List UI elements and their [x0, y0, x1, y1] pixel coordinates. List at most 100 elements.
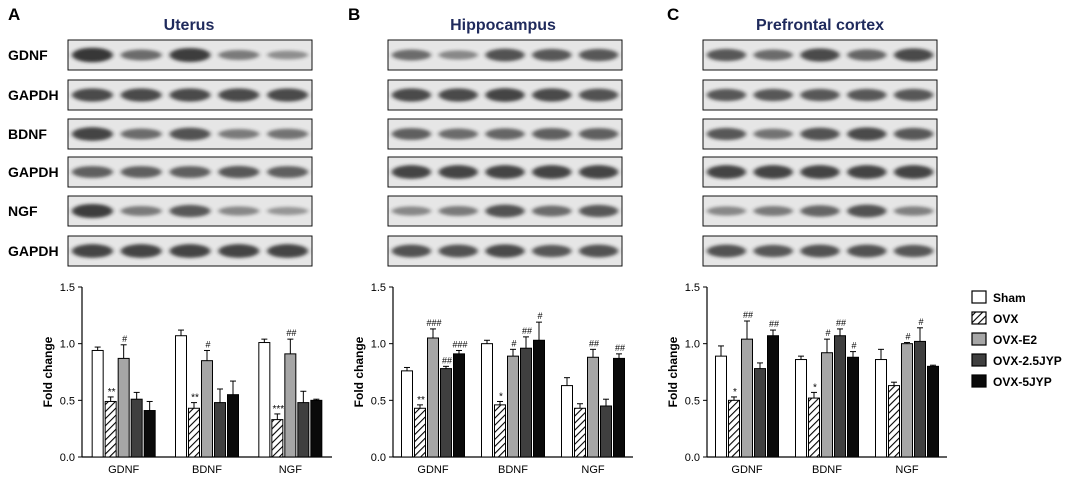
blot-band: [800, 48, 840, 62]
bar: [901, 343, 913, 458]
panel-a: A Uterus GDNF GAPDH BDNF GAPDH NGF GAPDH 0.0 0.5 1…: [8, 5, 332, 476]
bar: [821, 352, 833, 458]
blot-strip: [67, 39, 313, 71]
blot-band: [847, 165, 887, 179]
blot-strip: [67, 195, 313, 227]
blot-band: [391, 244, 432, 258]
blot-strip: [67, 118, 313, 150]
bar: [754, 368, 766, 458]
bar: [227, 394, 239, 458]
blot-band: [391, 49, 432, 61]
blot-band: [120, 49, 162, 61]
blot-strip: [702, 235, 938, 267]
bar: [117, 357, 130, 458]
bar: [795, 359, 807, 458]
bar: [834, 335, 846, 458]
bar: [914, 340, 926, 458]
y-tick-label: 1.0: [685, 339, 700, 351]
blot-band: [169, 244, 211, 258]
blot-strip: [702, 195, 938, 227]
significance-mark: ##: [442, 355, 452, 365]
blot-band: [800, 88, 840, 102]
blot-band: [753, 88, 793, 102]
panel-b: B Hippocampus 0.0 0.5 1.0 1.5 Fold change GDNF *…: [348, 5, 633, 476]
blot-band: [893, 165, 934, 179]
blot-band: [267, 206, 309, 216]
bar: [767, 335, 779, 458]
blot-band: [485, 128, 525, 140]
blot-band: [800, 205, 840, 217]
blot-strip: [702, 39, 938, 71]
significance-mark: #: [122, 334, 127, 344]
bar: [520, 347, 532, 458]
panel-title: Prefrontal cortex: [756, 17, 884, 34]
blot-strip: [387, 235, 623, 267]
x-tick-label: NGF: [581, 464, 605, 476]
significance-mark: **: [191, 393, 199, 404]
bar: [927, 365, 939, 458]
significance-mark: *: [499, 391, 503, 402]
bar: [104, 400, 117, 458]
blot-band: [120, 166, 162, 178]
legend-label: OVX-E2: [993, 333, 1037, 347]
blot-band: [218, 165, 260, 179]
bar: [600, 405, 612, 458]
blot-band: [438, 165, 478, 179]
blot-band: [438, 50, 478, 60]
blot-band: [71, 166, 113, 178]
blot-band: [120, 88, 162, 102]
blot-band: [753, 205, 793, 217]
blot-band: [893, 88, 934, 102]
blot-label: GDNF: [8, 47, 48, 63]
blot-band: [391, 128, 432, 140]
x-tick-label: NGF: [895, 464, 919, 476]
y-axis-label: Fold change: [666, 336, 680, 407]
blot-strip: [67, 156, 313, 188]
bar: [258, 342, 271, 458]
blot-band: [267, 50, 309, 60]
blot-band: [438, 128, 478, 140]
blot-band: [169, 47, 211, 63]
significance-mark: ##: [743, 310, 753, 320]
bar: [888, 385, 900, 458]
bar: [130, 398, 143, 458]
bar: [481, 343, 493, 458]
significance-mark: #: [851, 341, 856, 351]
blot-band: [485, 48, 525, 62]
blot-band: [485, 204, 525, 218]
blot-band: [578, 88, 619, 102]
blot-band: [578, 128, 619, 140]
blot-band: [169, 204, 211, 218]
blot-band: [578, 48, 619, 62]
blot-band: [485, 88, 525, 102]
blot-band: [800, 165, 840, 179]
blot-band: [706, 127, 747, 141]
x-tick-label: NGF: [279, 464, 303, 476]
blot-strip: [387, 79, 623, 111]
legend-swatch: [971, 290, 987, 304]
significance-mark: ##: [522, 326, 532, 336]
bar: [91, 349, 104, 458]
blot-band: [893, 48, 934, 62]
significance-mark: #: [918, 317, 923, 327]
blot-band: [120, 244, 162, 258]
bar: [440, 368, 452, 458]
blot-band: [706, 165, 747, 179]
blot-band: [578, 204, 619, 218]
bar: [561, 385, 573, 458]
blot-band: [578, 165, 619, 179]
bar: [507, 355, 519, 458]
bar: [533, 339, 545, 458]
blot-label: GAPDH: [8, 87, 59, 103]
blot-band: [800, 127, 840, 141]
x-tick-label: BDNF: [498, 464, 528, 476]
blot-label: NGF: [8, 203, 38, 219]
significance-mark: ##: [589, 338, 599, 348]
blot-band: [532, 205, 572, 217]
blot-band: [753, 49, 793, 61]
legend-label: OVX-2.5JYP: [993, 354, 1062, 368]
y-tick-label: 1.5: [685, 282, 700, 294]
